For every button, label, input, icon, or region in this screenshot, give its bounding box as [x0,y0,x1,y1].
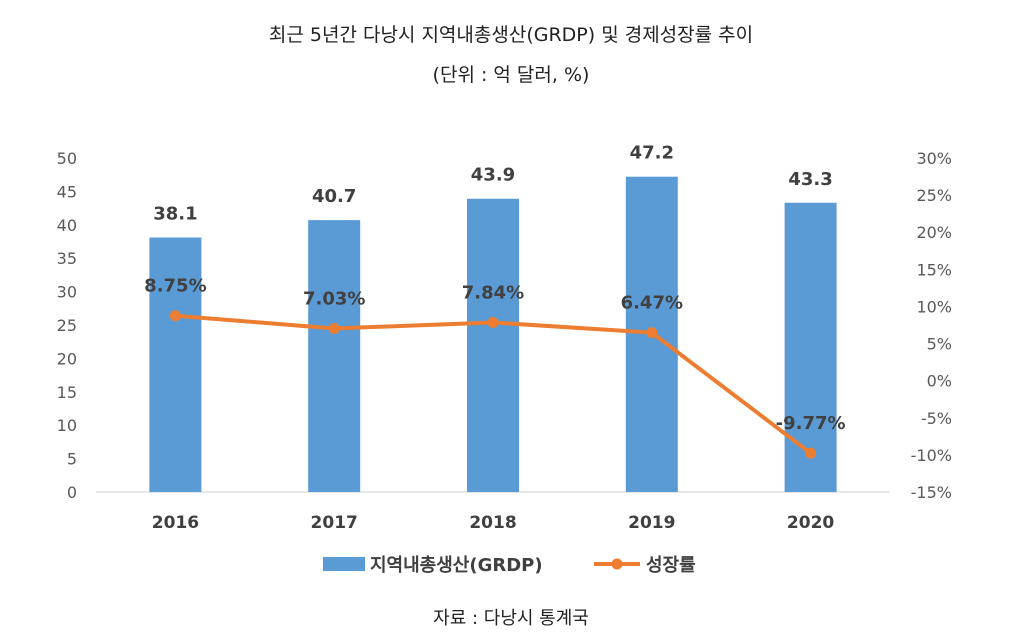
growth-rate-point-2018 [487,316,499,328]
y-right-tick-label: 20% [916,223,952,242]
y-left-tick-label: 10 [57,416,77,435]
y-left-tick-label: 50 [57,149,77,168]
x-tick-label-2019: 2019 [628,513,675,533]
y-left-tick-label: 25 [57,316,77,335]
y-left-tick-label: 15 [57,383,77,402]
bar-data-label: 43.9 [471,165,515,186]
y-right-tick-label: 10% [916,297,952,316]
legend-line-label: 성장률 [646,555,696,576]
x-tick-label-2016: 2016 [152,513,199,533]
bar-2017 [308,220,361,492]
line-data-label: 6.47% [621,293,683,314]
legend-bar-swatch [323,557,365,571]
chart-subtitle: (단위 : 억 달러, %) [432,64,590,86]
growth-rate-point-2020 [805,447,817,459]
legend-bar-label: 지역내총생산(GRDP) [370,555,543,576]
x-tick-label-2018: 2018 [469,513,516,533]
bar-2018 [467,198,519,493]
bar-data-label: 40.7 [312,186,356,207]
growth-rate-point-2017 [328,322,340,334]
bar-data-label: 47.2 [630,143,674,164]
y-right-tick-label: 15% [916,260,952,279]
source-note: 자료 : 다낭시 통계국 [433,608,589,629]
y-right-tick-label: 25% [916,186,952,205]
legend-line-marker [611,558,623,570]
chart: 0 5 10 15 20 25 30 35 40 45 50 -15% -10% -5% 0% 5% 10% 15… [57,143,952,576]
y-right-tick-label: -5% [921,409,952,428]
growth-rate-point-2016 [169,310,181,322]
y-left-tick-label: 5 [67,450,77,469]
y-left-tick-label: 0 [67,483,77,502]
y-left-tick-label: 30 [57,283,77,302]
chart-title: 최근 5년간 다낭시 지역내총생산(GRDP) 및 경제성장률 추이 [268,24,754,46]
y-left-tick-label: 40 [57,216,77,235]
y-right-tick-label: 5% [927,335,952,354]
y-left-tick-label: 45 [57,182,77,201]
line-data-label: 7.03% [303,288,365,309]
line-data-label: -9.77% [776,413,846,434]
y-right-tick-label: 30% [916,149,952,168]
y-right-tick-label: -10% [911,446,952,465]
bar-2020 [784,202,837,493]
bar-data-label: 38.1 [153,203,197,224]
y-left-tick-label: 20 [57,349,77,368]
x-tick-label-2020: 2020 [787,513,834,533]
y-left-tick-label: 35 [57,249,77,268]
x-tick-label-2017: 2017 [311,513,358,533]
y-right-tick-label: -15% [911,483,952,502]
line-data-label: 7.84% [462,282,524,303]
bar-2016 [149,237,202,492]
bar-data-label: 43.3 [788,169,832,190]
growth-rate-point-2019 [646,327,658,339]
y-right-tick-label: 0% [927,372,952,391]
line-data-label: 8.75% [144,276,206,297]
